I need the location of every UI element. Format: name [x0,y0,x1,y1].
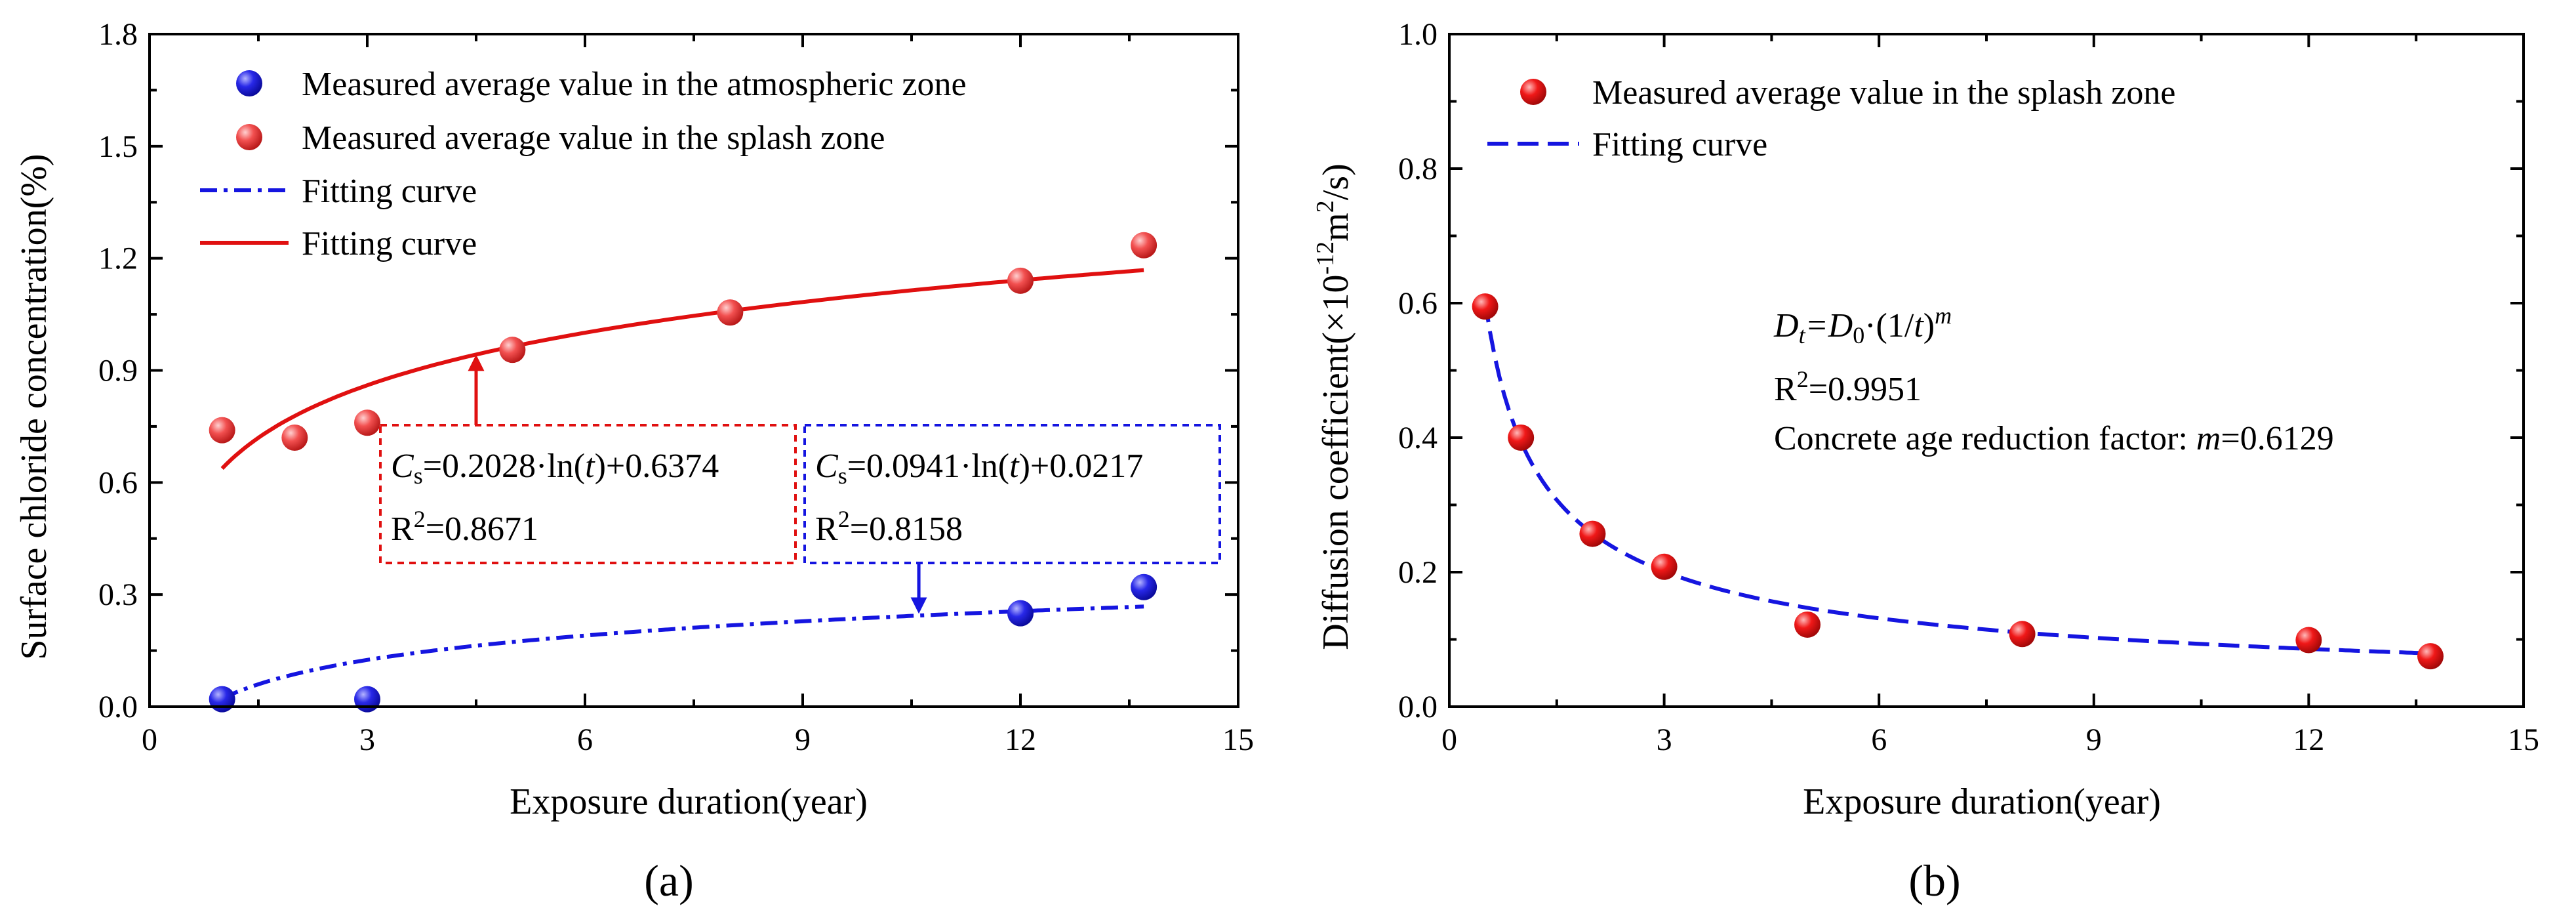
y-tick-label: 1.5 [98,129,138,164]
atmospheric-equation: Cs=0.0941·ln(t)+0.0217 [815,447,1143,489]
data-point [2295,627,2322,654]
panel-b-reduction-factor: Concrete age reduction factor: m=0.6129 [1774,420,2334,457]
legend-label-splash: Measured average value in the splash zon… [302,119,885,157]
y-tick-label: 0.6 [98,465,138,500]
legend-marker-splash [236,124,262,150]
panel-b-data-points [1472,293,2444,670]
atmospheric-equation-box: Cs=0.0941·ln(t)+0.0217 R2=0.8158 [803,424,1221,564]
y-tick-label: 0.8 [1398,152,1438,186]
x-tick-label: 12 [1005,722,1036,757]
y-tick-label: 1.2 [98,241,138,276]
data-point [1131,573,1157,600]
x-tick-label: 6 [1871,722,1887,757]
panel-b-plot-frame [1448,33,2525,708]
panel-b-equation-block: Dt=D0·(1/t)m R2=0.9951 Concrete age redu… [1773,302,2334,457]
data-point [717,299,744,326]
legend-marker-splash-b [1520,79,1546,105]
legend-label-fit-solid: Fitting curve [302,225,477,262]
panel-a-label: (a) [644,856,693,905]
x-tick-label: 6 [577,722,593,757]
panel-a-tick-labels: 0 3 6 9 12 15 0.0 0.3 0.6 0.9 1.2 1.5 1.8 [98,17,1254,757]
fit-curve-dashdot [221,604,1144,701]
splash-equation: Cs=0.2028·ln(t)+0.6374 [391,447,719,489]
panel-a-x-axis-title: Exposure duration(year) [510,781,868,822]
panel-b-r-squared: R2=0.9951 [1774,366,1922,408]
x-tick-label: 15 [1222,722,1254,757]
y-tick-label: 1.0 [1398,17,1438,52]
fit-curve-dashed [1483,301,2431,655]
panel-b-label: (b) [1908,856,1960,905]
panel-b-y-axis-title: Diffusion coefficient(×10-12m2/s) [1312,163,1356,650]
panel-a-fit-curves [220,268,1144,701]
panel-b-tick-labels: 0 3 6 9 12 15 0.0 0.2 0.4 0.6 0.8 1.0 [1398,17,2539,757]
y-tick-label: 0.0 [98,690,138,724]
data-point [1651,553,1678,580]
y-tick-label: 0.2 [1398,555,1438,590]
panel-b-x-axis-title: Exposure duration(year) [1803,781,2161,822]
panel-b-chart: 0 3 6 9 12 15 0.0 0.2 0.4 0.6 0.8 1.0 Exposure dura… [1312,17,2539,905]
y-tick-label: 0.6 [1398,286,1438,321]
atmospheric-equation-frame [803,424,1221,564]
data-point [499,337,526,364]
data-point [1579,520,1606,547]
data-point [281,425,308,451]
atmospheric-r-squared: R2=0.8158 [815,506,963,548]
data-point [2009,621,2036,648]
splash-r-squared: R2=0.8671 [391,506,538,548]
data-point [209,417,235,444]
legend-label-fit-dashed: Fitting curve [1592,126,1767,163]
panel-b-equation: Dt=D0·(1/t)m [1773,302,1952,348]
x-tick-label: 0 [142,722,157,757]
y-tick-label: 0.4 [1398,421,1438,455]
y-tick-label: 0.0 [1398,690,1438,724]
data-point [354,686,380,713]
panel-a-y-axis-title: Surface chloride concentration(%) [14,154,54,659]
x-tick-label: 9 [795,722,811,757]
x-tick-label: 12 [2293,722,2324,757]
y-tick-label: 0.9 [98,354,138,388]
x-tick-label: 3 [359,722,375,757]
legend-label-fit-dashdot: Fitting curve [302,173,477,210]
panel-a-plot-frame [148,33,1239,708]
data-point [1131,232,1157,259]
legend-marker-atmospheric [236,70,262,96]
splash-equation-frame [379,424,797,564]
legend-label-splash-b: Measured average value in the splash zon… [1592,74,2175,112]
legend-label-atmospheric: Measured average value in the atmospheri… [302,66,967,103]
splash-equation-box: Cs=0.2028·ln(t)+0.6374 R2=0.8671 [379,424,797,564]
x-tick-label: 0 [1441,722,1457,757]
x-tick-label: 9 [2086,722,2102,757]
x-tick-label: 3 [1657,722,1672,757]
data-point [209,686,235,713]
y-tick-label: 0.3 [98,577,138,612]
data-point [1794,611,1821,638]
data-point [1007,600,1034,627]
data-point [2417,643,2444,670]
data-point [1472,293,1499,320]
panel-a-legend: Measured average value in the atmospheri… [200,66,967,262]
data-point [1007,267,1034,294]
panel-b-fit-curve [1483,301,2431,655]
fit-curve-solid [220,268,1144,470]
data-point [354,409,380,436]
x-tick-label: 15 [2508,722,2539,757]
panel-a-chart: 0 3 6 9 12 15 0.0 0.3 0.6 0.9 1.2 1.5 1.8 Exposure d… [14,17,1254,905]
panel-b-legend: Measured average value in the splash zon… [1487,74,2175,163]
data-point [1508,425,1535,451]
y-tick-label: 1.8 [98,17,138,52]
